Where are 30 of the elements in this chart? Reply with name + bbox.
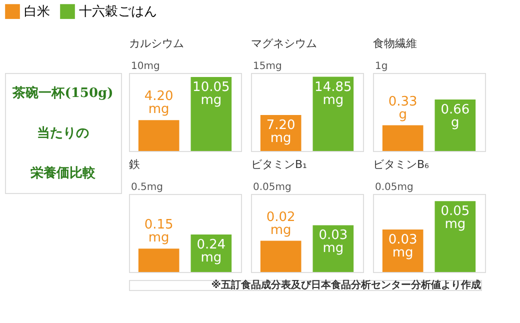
chart-title: 鉄 bbox=[129, 158, 140, 171]
text: 栄養価比較 bbox=[30, 165, 96, 181]
text: 茶碗一杯(150g) bbox=[12, 85, 114, 101]
data-label: 0.03 mg bbox=[318, 228, 348, 256]
chart-title: ビタミンB₆ bbox=[373, 158, 430, 171]
data-label: 7.20 mg bbox=[266, 118, 296, 146]
data-label: 10.05 mg bbox=[192, 80, 230, 108]
chart-title: ビタミンB₁ bbox=[251, 158, 307, 171]
chart-title: カルシウム bbox=[129, 37, 184, 50]
data-label: 0.66 g bbox=[440, 102, 470, 131]
text: 10mg bbox=[131, 61, 160, 72]
text: 当たりの bbox=[37, 126, 89, 141]
legend-label: 十六穀ごはん bbox=[79, 4, 157, 20]
text: 0.05mg bbox=[253, 182, 292, 193]
text: 0.05mg bbox=[375, 182, 414, 193]
data-label: 0.15 mg bbox=[144, 218, 174, 246]
legend-label: 白米 bbox=[24, 4, 50, 20]
text: 15mg bbox=[253, 61, 282, 72]
data-label: 0.33 g bbox=[388, 94, 418, 122]
text: ※五訂食品成分表及び日本食品分析センター分析値より作成 bbox=[211, 279, 481, 291]
text: 1g bbox=[375, 61, 388, 72]
data-label: 0.03 mg bbox=[388, 232, 418, 260]
text: 0.5mg bbox=[131, 182, 163, 193]
data-label: 0.24 mg bbox=[196, 238, 226, 266]
data-label: 0.05 mg bbox=[440, 204, 470, 232]
data-label: 14.85 mg bbox=[314, 80, 352, 108]
data-label: 0.02 mg bbox=[266, 210, 296, 238]
chart-title: マグネシウム bbox=[251, 37, 317, 50]
data-label: 4.20 mg bbox=[144, 89, 174, 118]
chart-title: 食物繊維 bbox=[373, 37, 417, 50]
